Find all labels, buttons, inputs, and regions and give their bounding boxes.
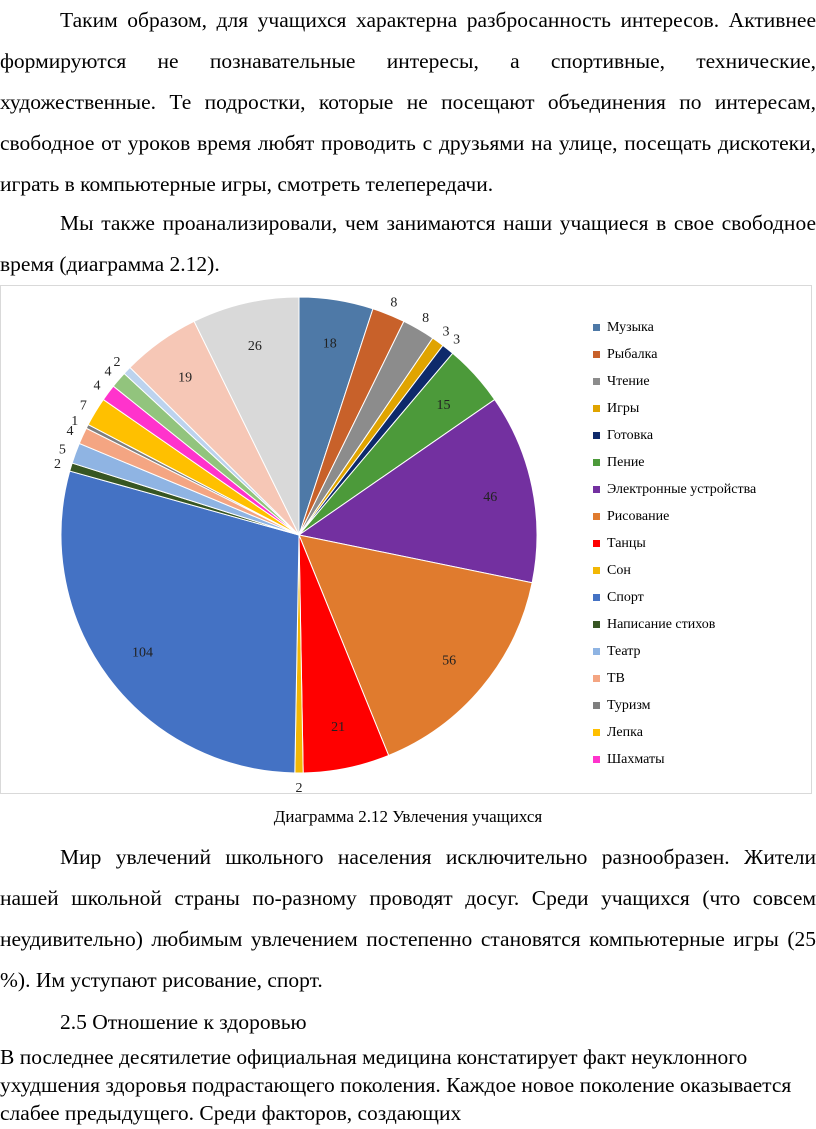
legend-label: Электронные устройства bbox=[607, 481, 757, 497]
legend-swatch bbox=[593, 486, 600, 493]
slice-data-label: 4 bbox=[93, 378, 100, 393]
legend-label: Готовка bbox=[607, 427, 654, 443]
slice-data-label: 1 bbox=[71, 414, 78, 429]
legend-swatch bbox=[593, 729, 600, 736]
chart-caption: Диаграмма 2.12 Увлечения учащихся bbox=[273, 807, 543, 826]
paragraph-2: Мы также проанализировали, чем занимаютс… bbox=[0, 211, 816, 276]
legend-swatch bbox=[593, 324, 600, 331]
legend-item: Пение bbox=[593, 449, 756, 476]
slice-data-label: 2 bbox=[296, 781, 303, 793]
slice-data-label: 19 bbox=[178, 371, 192, 386]
legend-label: Лепка bbox=[607, 724, 643, 740]
slice-data-label: 5 bbox=[59, 442, 66, 457]
slice-data-label: 56 bbox=[442, 654, 456, 669]
legend-label: Игры bbox=[607, 400, 640, 416]
slice-data-label: 3 bbox=[443, 324, 450, 339]
pie-slice bbox=[60, 470, 300, 774]
legend-swatch bbox=[593, 378, 600, 385]
legend-swatch bbox=[593, 540, 600, 547]
legend-swatch bbox=[593, 756, 600, 763]
slice-data-label: 4 bbox=[105, 365, 112, 380]
slice-data-label: 7 bbox=[80, 399, 87, 414]
legend-swatch bbox=[593, 513, 600, 520]
slice-data-label: 2 bbox=[113, 355, 120, 370]
legend-item: Шахматы bbox=[593, 746, 756, 773]
slice-data-label: 15 bbox=[436, 398, 450, 413]
legend-swatch bbox=[593, 459, 600, 466]
legend-label: Сон bbox=[607, 562, 631, 578]
slice-data-label: 3 bbox=[453, 332, 460, 347]
slice-data-label: 104 bbox=[132, 646, 153, 661]
paragraph-1: Таким образом, для учащихся характерна р… bbox=[0, 8, 816, 196]
legend-swatch bbox=[593, 594, 600, 601]
legend-item: Рисование bbox=[593, 503, 756, 530]
legend-label: Шахматы bbox=[607, 751, 665, 767]
legend-swatch bbox=[593, 432, 600, 439]
legend-swatch bbox=[593, 648, 600, 655]
legend-label: ТВ bbox=[607, 670, 625, 686]
legend-swatch bbox=[593, 567, 600, 574]
legend-item: Чтение bbox=[593, 368, 756, 395]
slice-data-label: 8 bbox=[422, 311, 429, 326]
legend-item: Игры bbox=[593, 395, 756, 422]
legend-swatch bbox=[593, 675, 600, 682]
legend-swatch bbox=[593, 351, 600, 358]
slice-data-label: 21 bbox=[331, 720, 345, 735]
legend-label: Танцы bbox=[607, 535, 646, 551]
slice-data-label: 2 bbox=[54, 457, 61, 472]
legend-item: Танцы bbox=[593, 530, 756, 557]
legend-label: Рисование bbox=[607, 508, 670, 524]
legend-item: Рыбалка bbox=[593, 341, 756, 368]
legend-item: Спорт bbox=[593, 584, 756, 611]
slice-data-label: 4 bbox=[66, 424, 73, 439]
slice-data-label: 46 bbox=[483, 490, 497, 505]
paragraph-3: Мир увлечений школьного населения исключ… bbox=[0, 845, 816, 992]
legend-item: Туризм bbox=[593, 692, 756, 719]
legend-item: Лепка bbox=[593, 719, 756, 746]
slice-data-label: 8 bbox=[390, 296, 397, 311]
legend-label: Туризм bbox=[607, 697, 651, 713]
legend-item: Электронные устройства bbox=[593, 476, 756, 503]
pie-chart: 18 8 8 3 3 15 46 56 21 2 104 2 5 4 1 7 4 4 2 19 26 Музыка Рыб… bbox=[0, 285, 812, 794]
legend-label: Театр bbox=[607, 643, 641, 659]
legend-swatch bbox=[593, 621, 600, 628]
legend-label: Написание стихов bbox=[607, 616, 716, 632]
legend-item: ТВ bbox=[593, 665, 756, 692]
legend-swatch bbox=[593, 702, 600, 709]
slice-data-label: 18 bbox=[323, 336, 337, 351]
legend-label: Пение bbox=[607, 454, 645, 470]
legend-item: Театр bbox=[593, 638, 756, 665]
legend-label: Рыбалка bbox=[607, 346, 658, 362]
legend-label: Музыка bbox=[607, 319, 654, 335]
section-heading: 2.5 Отношение к здоровью bbox=[60, 1010, 307, 1034]
legend-item: Готовка bbox=[593, 422, 756, 449]
pie-slice bbox=[298, 534, 533, 757]
legend-label: Чтение bbox=[607, 373, 650, 389]
legend-item: Музыка bbox=[593, 314, 756, 341]
legend-swatch bbox=[593, 405, 600, 412]
legend-label: Спорт bbox=[607, 589, 644, 605]
legend-item: Написание стихов bbox=[593, 611, 756, 638]
slice-data-label: 26 bbox=[248, 339, 262, 354]
chart-legend: Музыка Рыбалка Чтение Игры Готовка Пение Элект… bbox=[593, 314, 756, 773]
pie-slice bbox=[297, 398, 538, 584]
paragraph-4: В последнее десятилетие официальная меди… bbox=[0, 1045, 792, 1125]
legend-item: Сон bbox=[593, 557, 756, 584]
pie-slice bbox=[193, 296, 300, 536]
